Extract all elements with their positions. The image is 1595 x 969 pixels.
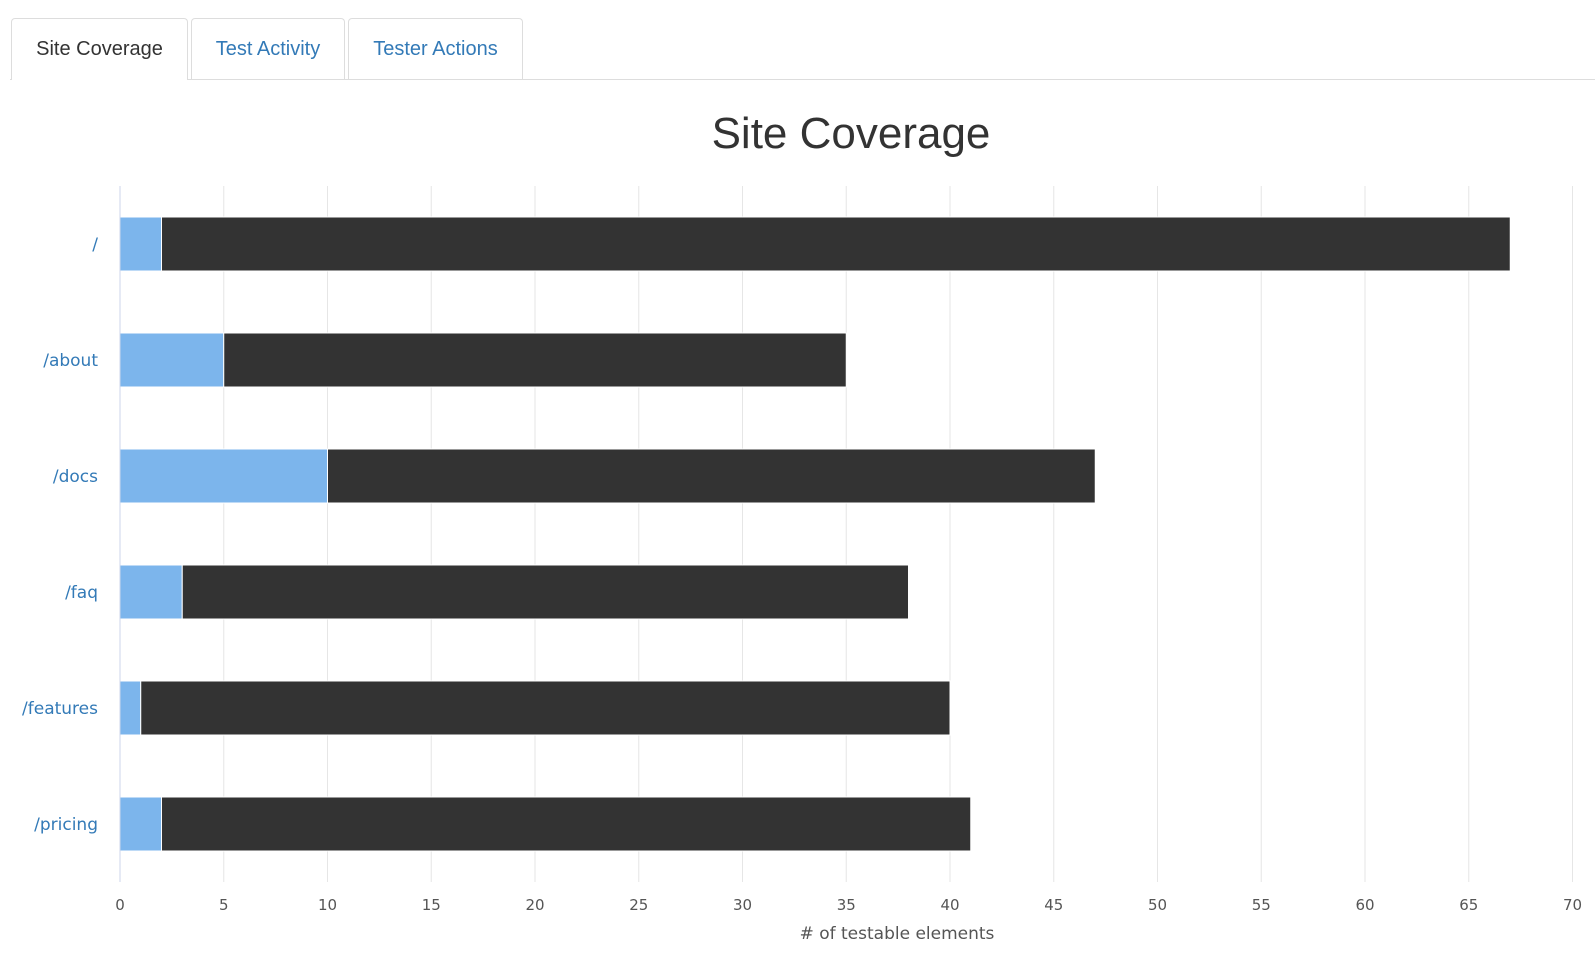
bar-tested[interactable] <box>119 332 225 388</box>
x-tick-label: 15 <box>422 896 441 914</box>
chart-title: Site Coverage <box>712 109 991 158</box>
site-coverage-chart: Site Coverage //about/docs/faq/features /… <box>0 80 1595 969</box>
bar-untested[interactable] <box>161 796 972 852</box>
category-label[interactable]: /about <box>43 351 98 371</box>
x-tick-labels: 0 5 10 15 20 25 30 35 40 45 50 55 60 65 70 <box>115 896 1582 914</box>
tab-bar: Site Coverage Test Activity Tester Actio… <box>0 0 1595 80</box>
gridlines <box>223 186 1573 882</box>
chart-canvas: Site Coverage //about/docs/faq/features/… <box>22 109 1582 944</box>
x-tick-label: 0 <box>115 896 125 914</box>
x-axis-label: # of testable elements <box>800 924 995 944</box>
x-tick-label: 35 <box>837 896 856 914</box>
tab-test-activity[interactable]: Test Activity <box>191 18 345 79</box>
category-label[interactable]: /pricing <box>34 815 98 835</box>
x-tick-label: 5 <box>219 896 229 914</box>
x-tick-label: 45 <box>1044 896 1063 914</box>
bar-untested[interactable] <box>140 680 951 736</box>
x-tick-label: 20 <box>525 896 544 914</box>
category-label[interactable]: / <box>92 235 98 255</box>
bar-tested[interactable] <box>119 564 183 620</box>
bar-untested[interactable] <box>161 216 1511 272</box>
x-tick-label: 25 <box>629 896 648 914</box>
category-label[interactable]: /docs <box>53 467 98 487</box>
x-tick-label: 30 <box>733 896 752 914</box>
x-tick-label: 40 <box>940 896 959 914</box>
bars <box>119 216 1511 852</box>
category-label[interactable]: /features <box>22 699 98 719</box>
bar-untested[interactable] <box>223 332 847 388</box>
x-tick-label: 55 <box>1252 896 1271 914</box>
x-tick-label: 10 <box>318 896 337 914</box>
x-tick-label: 65 <box>1459 896 1478 914</box>
bar-tested[interactable] <box>119 680 142 736</box>
tab-site-coverage[interactable]: Site Coverage <box>11 18 188 80</box>
x-tick-label: 70 <box>1563 896 1582 914</box>
x-tick-label: 50 <box>1148 896 1167 914</box>
category-labels: / /about/docs/faq/features/pricing <box>22 235 98 835</box>
bar-untested[interactable] <box>181 564 909 620</box>
tab-tester-actions[interactable]: Tester Actions <box>348 18 523 79</box>
x-tick-label: 60 <box>1355 896 1374 914</box>
bar-untested[interactable] <box>327 448 1096 504</box>
bar-tested[interactable] <box>119 796 162 852</box>
bar-tested[interactable] <box>119 448 328 504</box>
category-label[interactable]: /faq <box>65 583 98 603</box>
bar-tested[interactable] <box>119 216 162 272</box>
tab-bar-divider <box>10 79 1595 80</box>
